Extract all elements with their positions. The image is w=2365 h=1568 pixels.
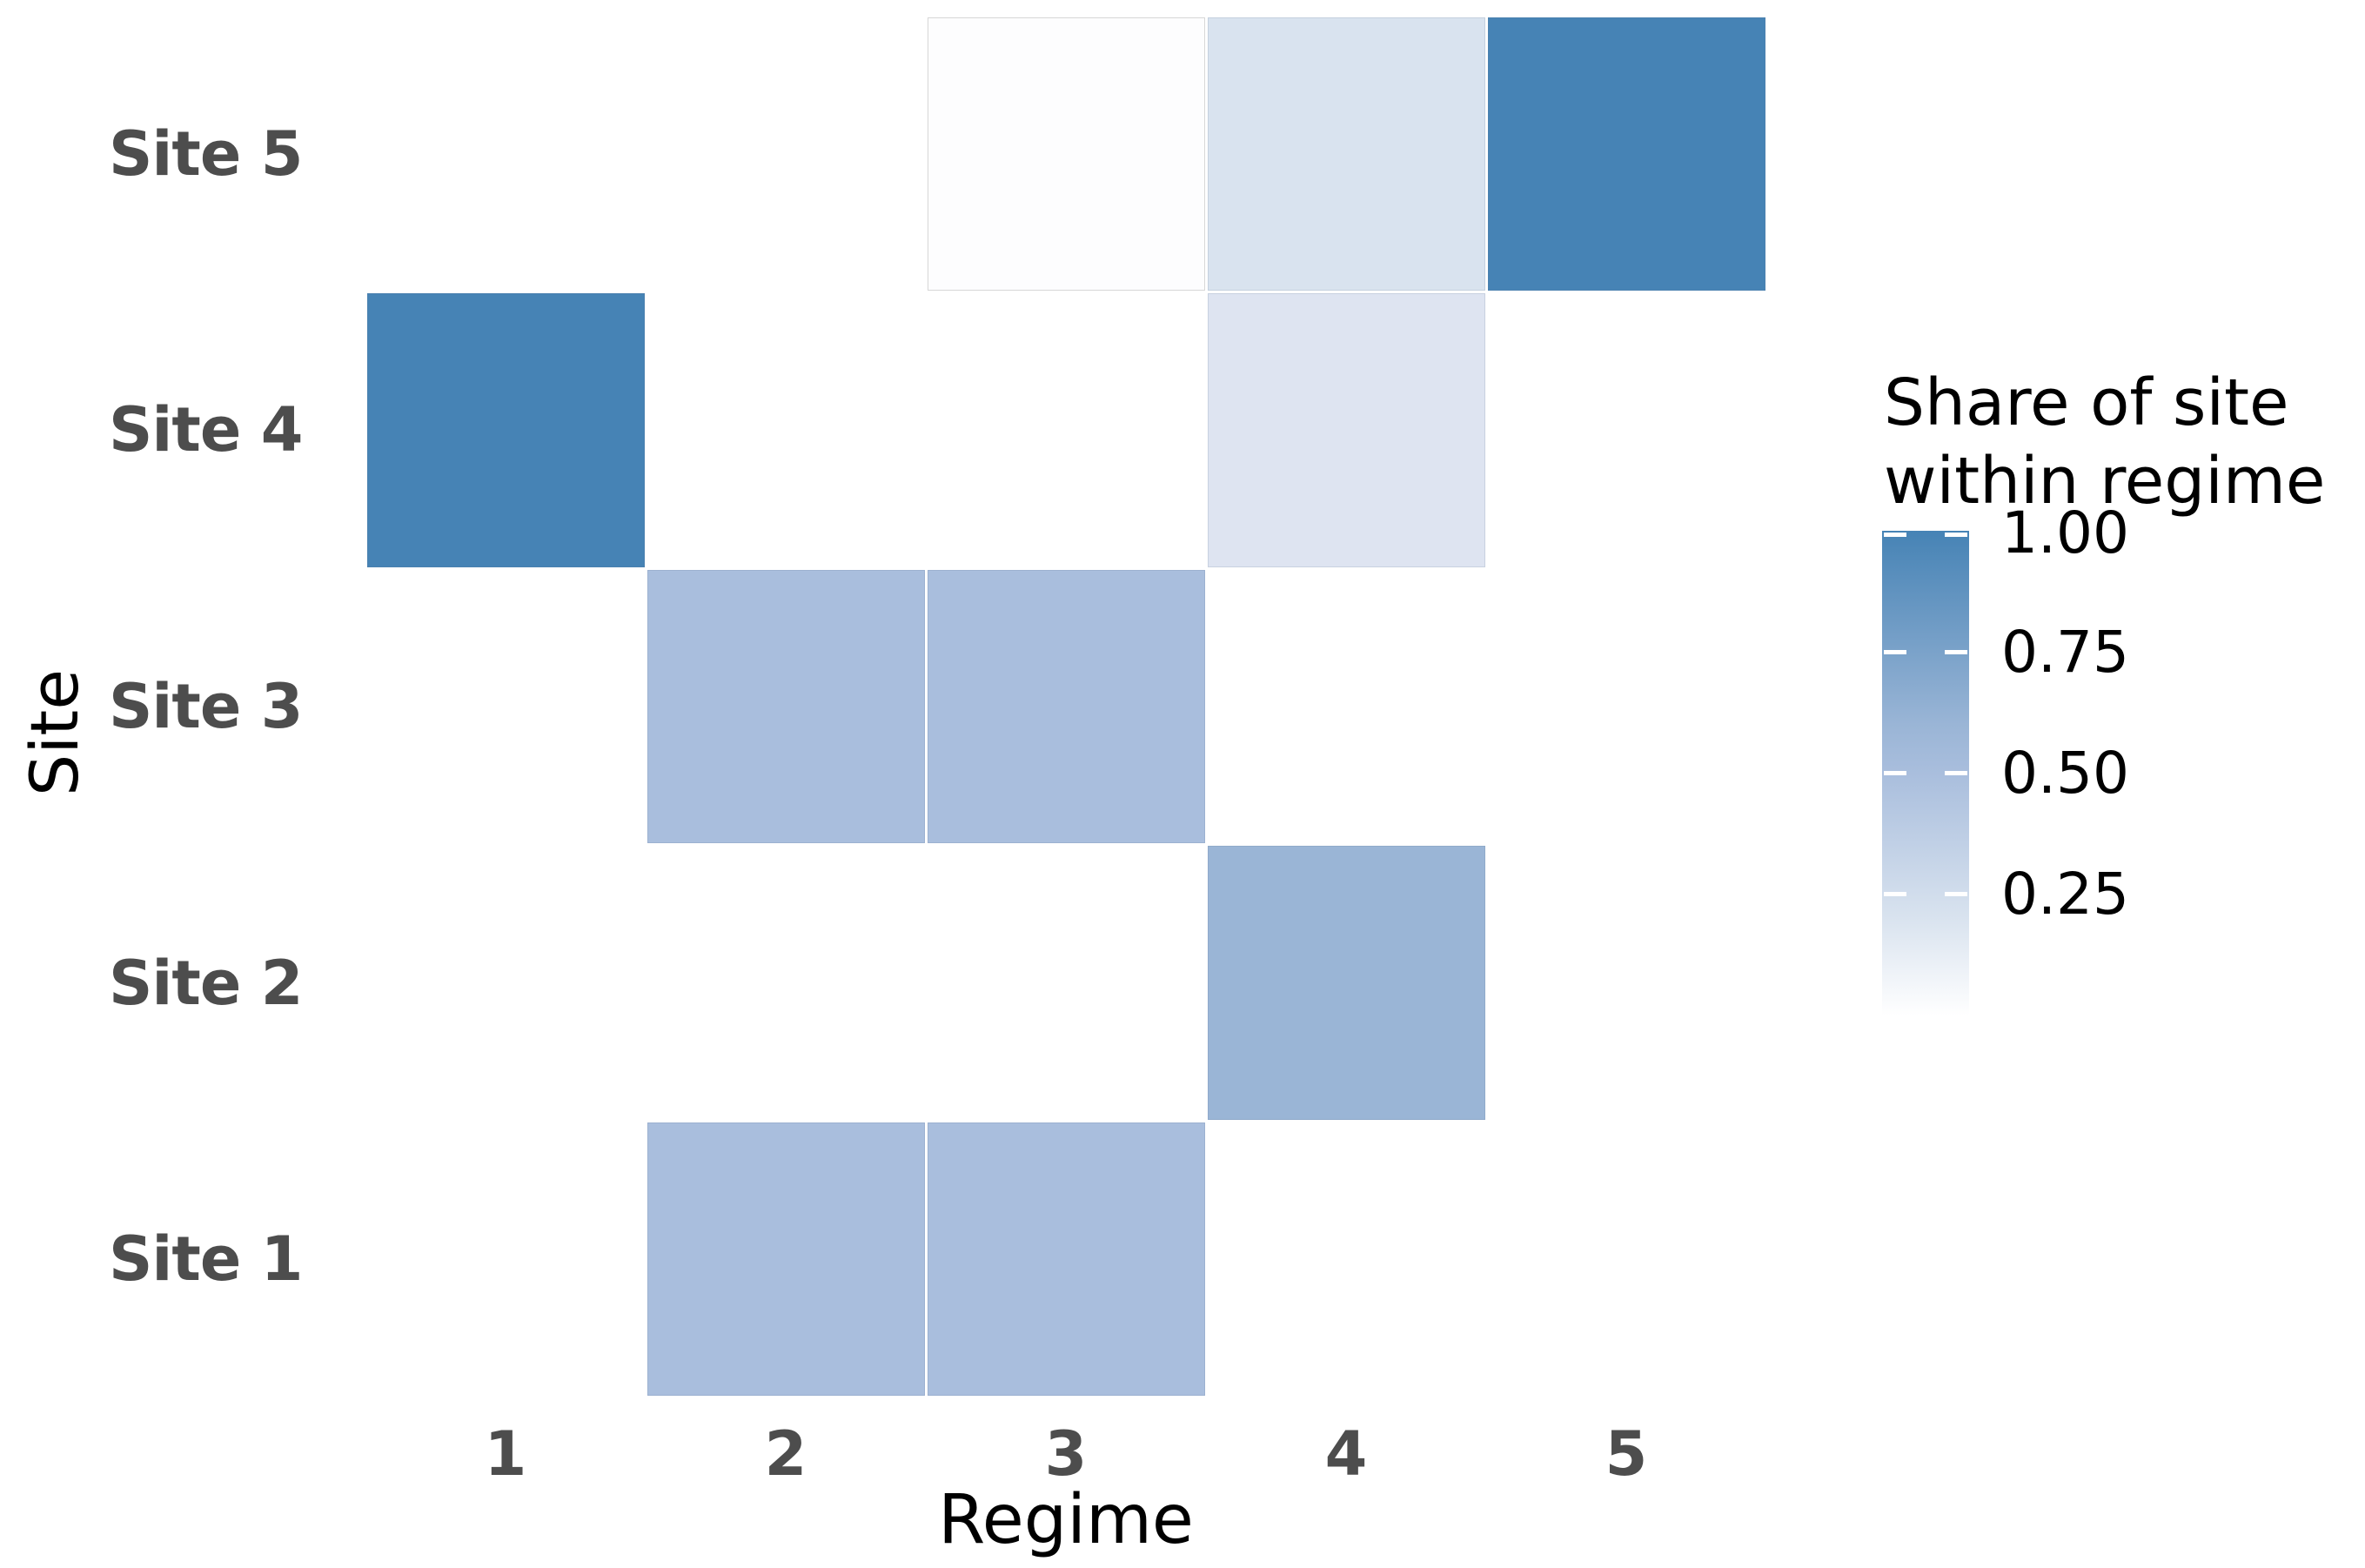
y-axis-title: Site	[15, 669, 93, 796]
legend-title-line1: Share of site	[1884, 365, 2289, 440]
heatmap-cell-site3-regime3	[927, 569, 1205, 844]
heatmap-cell-site4-regime1	[366, 293, 645, 567]
y-tick-label-site-4: Site 4	[109, 394, 303, 466]
x-tick-label-1: 1	[484, 1418, 527, 1490]
heatmap-cell-site1-regime3	[927, 1122, 1205, 1397]
legend-tick-mark	[1945, 771, 1967, 775]
x-axis-title: Regime	[938, 1481, 1194, 1559]
x-tick-label-2: 2	[764, 1418, 807, 1490]
y-tick-label-site-3: Site 3	[109, 671, 303, 742]
heatmap-cell-site2-regime4	[1207, 846, 1485, 1120]
heatmap-plot-area	[365, 16, 1766, 1397]
heatmap-cell-site5-regime5	[1487, 17, 1765, 291]
legend-tick-mark	[1884, 533, 1906, 537]
legend-tick-mark	[1945, 533, 1967, 537]
legend-tick-mark	[1945, 892, 1967, 897]
legend-tick-mark	[1945, 649, 1967, 654]
y-tick-label-site-5: Site 5	[109, 117, 303, 190]
legend-tick-mark	[1884, 649, 1906, 654]
y-tick-label-site-1: Site 1	[109, 1223, 303, 1296]
legend-title: Share of site within regime	[1884, 364, 2365, 520]
legend-tick-mark	[1884, 892, 1906, 897]
legend-tick-mark	[1884, 771, 1906, 775]
legend-colorbar	[1882, 531, 1969, 1015]
legend-title-line2: within regime	[1884, 444, 2326, 519]
x-tick-label-5: 5	[1605, 1418, 1648, 1490]
heatmap-cell-site5-regime4	[1207, 17, 1485, 291]
y-tick-label-site-2: Site 2	[109, 947, 303, 1019]
x-tick-label-4: 4	[1324, 1418, 1368, 1490]
heatmap-cell-site4-regime4	[1207, 293, 1485, 567]
heatmap-cell-site3-regime2	[647, 569, 925, 844]
heatmap-cell-site1-regime2	[647, 1122, 925, 1397]
x-tick-label-3: 3	[1044, 1418, 1088, 1490]
heatmap-cell-site5-regime3	[927, 17, 1205, 291]
